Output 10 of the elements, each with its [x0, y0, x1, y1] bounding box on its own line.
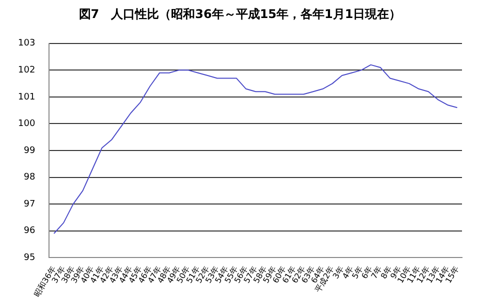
y-tick-label: 96 — [24, 226, 36, 236]
chart-title: 図7 人口性比（昭和36年～平成15年，各年1月1日現在） — [78, 6, 402, 23]
y-tick-label: 97 — [24, 199, 36, 210]
y-tick-label: 102 — [18, 66, 36, 76]
y-tick-label: 103 — [18, 38, 36, 49]
y-tick-label: 95 — [24, 252, 36, 263]
y-tick-label: 98 — [24, 172, 36, 183]
y-tick-label: 101 — [18, 92, 36, 102]
y-tick-label: 99 — [24, 146, 36, 156]
y-tick-label: 100 — [18, 119, 36, 130]
